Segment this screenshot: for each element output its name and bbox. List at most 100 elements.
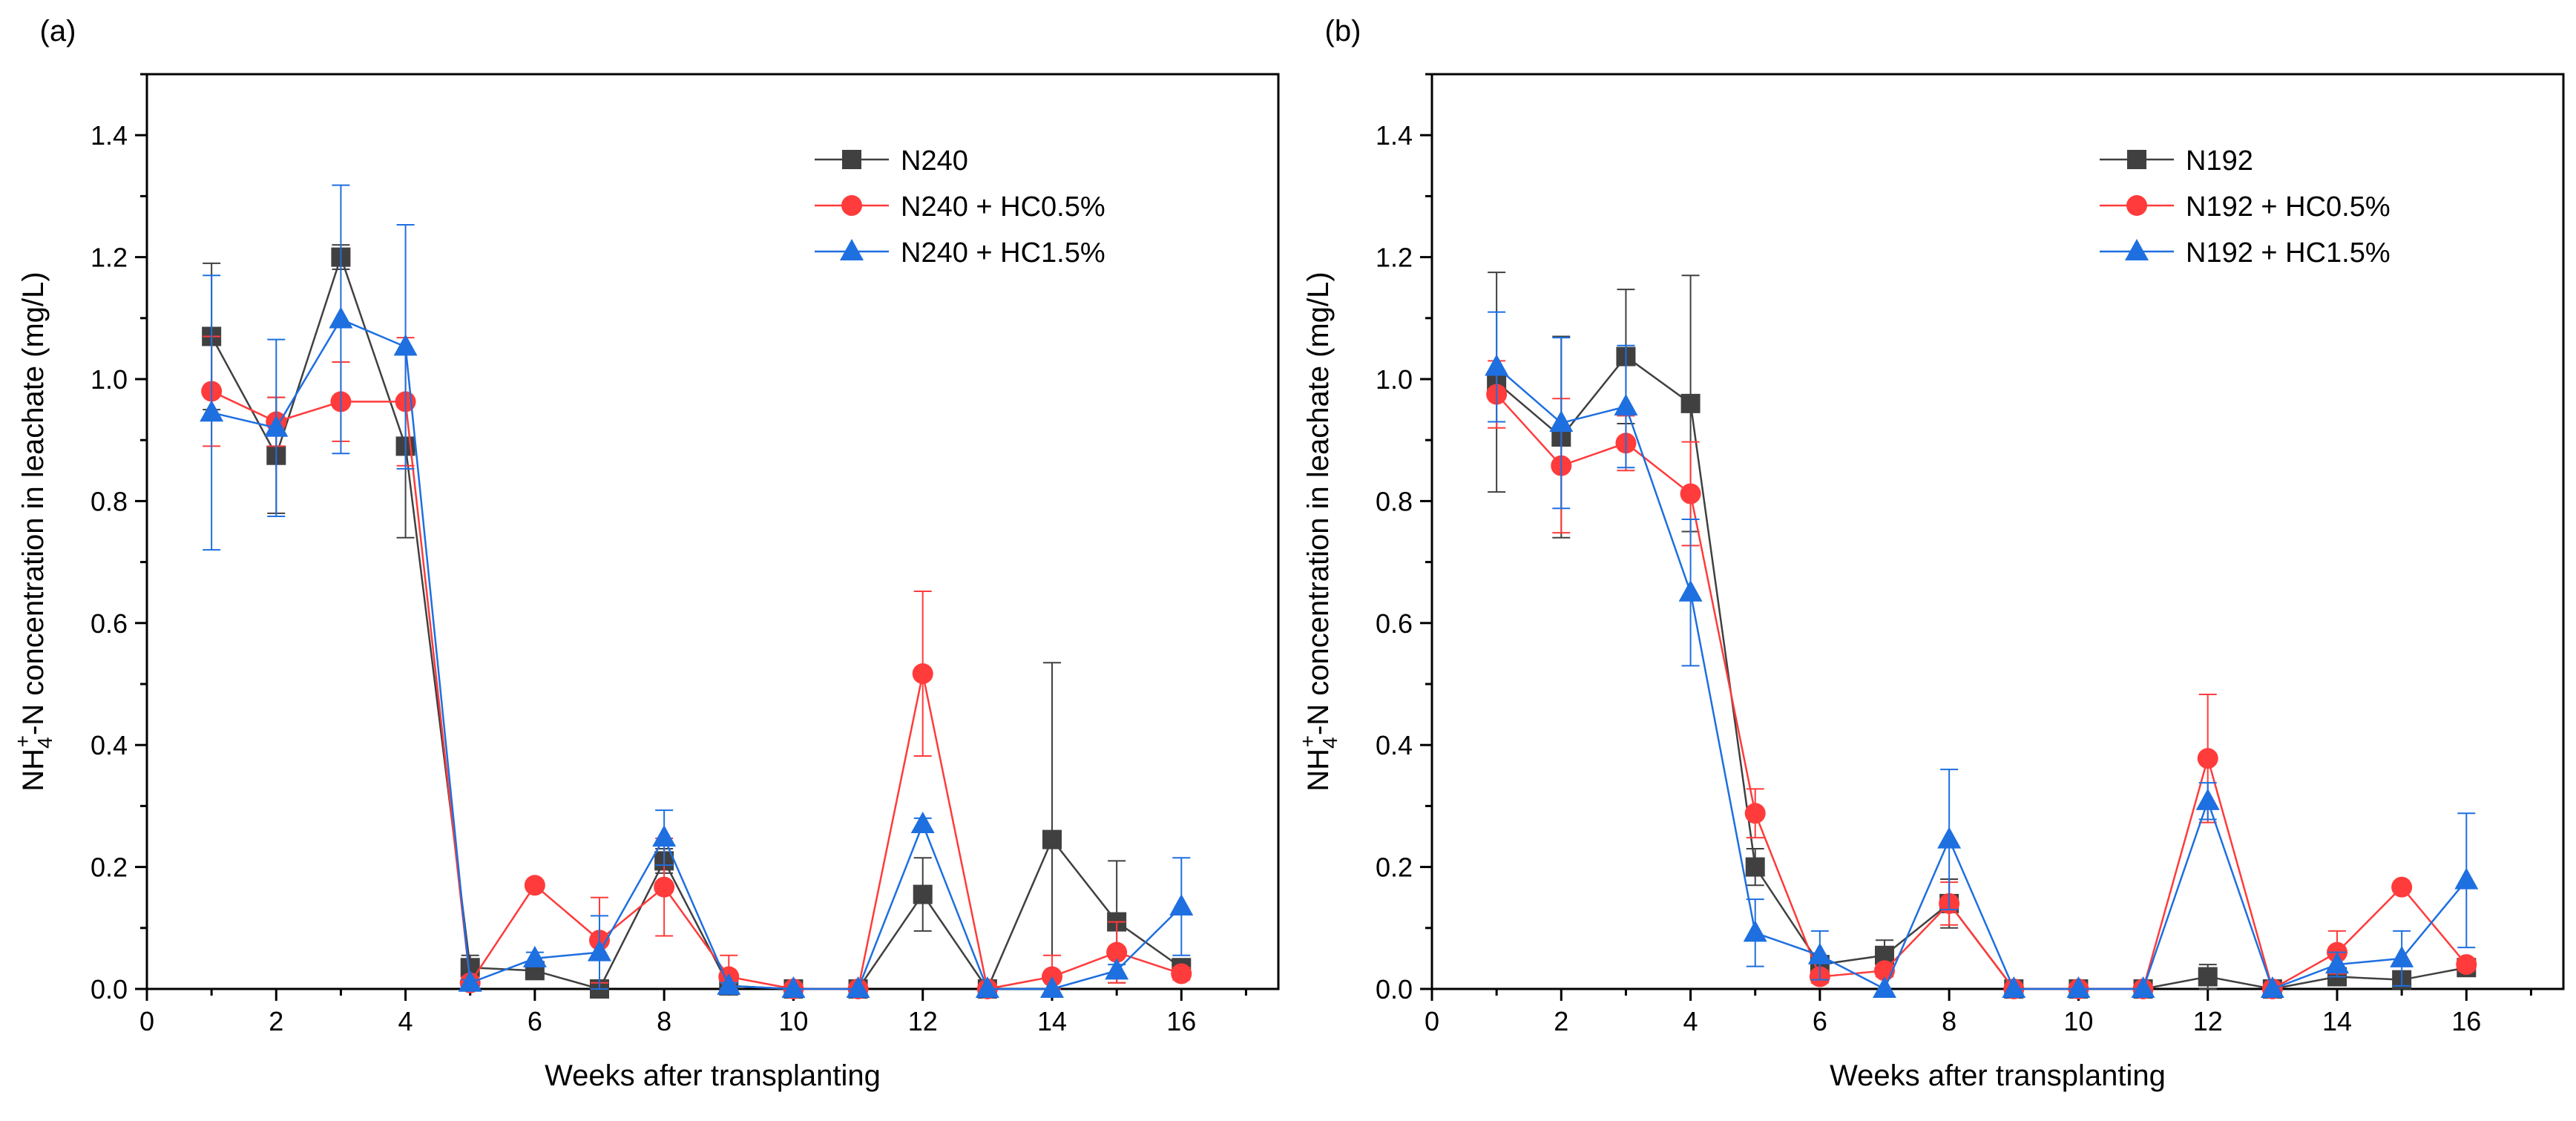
data-point — [1873, 976, 1896, 998]
data-point — [717, 973, 741, 995]
data-point — [2454, 867, 2479, 890]
plot-frame — [145, 73, 1280, 990]
y-axis-title-rest: -N concentration in leachate (mg/L) — [1302, 272, 1335, 735]
x-tick-label: 16 — [1166, 1006, 1196, 1036]
plot-frame — [1430, 73, 2565, 990]
x-tick-label: 2 — [269, 1006, 283, 1036]
legend-label: N240 + HC1.5% — [901, 237, 1105, 269]
legend-marker — [2126, 195, 2147, 216]
legend-marker — [2125, 239, 2149, 260]
data-point — [2260, 976, 2284, 998]
y-axis-title-superscript: + — [11, 735, 34, 747]
data-point — [1745, 857, 1765, 877]
data-point — [329, 306, 353, 329]
legend-marker — [842, 150, 861, 169]
y-axis-title-superscript: + — [1296, 735, 1319, 747]
y-tick-label: 0.0 — [91, 974, 128, 1005]
data-point — [1106, 941, 1128, 963]
x-tick-label: 14 — [1037, 1006, 1067, 1036]
panel-b: (b) 0 2 4 6 8 10 12 14 16 0.0 0.2 0.4 0.6 0.8 1.0 1.2 1.4… — [1296, 15, 2565, 1092]
y-tick-label: 0.6 — [91, 608, 128, 639]
y-tick-label: 0.2 — [91, 852, 128, 883]
data-point — [1937, 826, 1962, 849]
legend-label: N192 — [2186, 145, 2253, 177]
y-tick-label: 0.4 — [91, 730, 128, 760]
data-point — [1169, 894, 1194, 916]
data-point — [652, 825, 677, 847]
data-point — [2456, 954, 2477, 976]
data-point — [2197, 748, 2218, 769]
x-tick-label: 10 — [778, 1006, 808, 1036]
data-point — [2391, 876, 2413, 898]
x-tick-label: 0 — [1425, 1006, 1439, 1036]
data-point — [2198, 967, 2218, 987]
data-point — [910, 812, 935, 834]
y-tick-label: 1.4 — [91, 120, 128, 151]
x-tick-label: 12 — [2193, 1006, 2223, 1036]
panel-label: (b) — [1325, 15, 1361, 47]
y-tick-label: 1.0 — [1376, 364, 1413, 395]
x-tick-label: 10 — [2063, 1006, 2093, 1036]
data-point — [524, 875, 545, 896]
series-0 — [1487, 272, 2477, 999]
data-point — [1743, 920, 1767, 942]
series-line — [211, 254, 1183, 991]
data-point — [1807, 942, 1832, 964]
x-tick-label: 4 — [1683, 1006, 1698, 1036]
data-point — [975, 976, 999, 998]
y-tick-label: 1.4 — [1376, 120, 1413, 151]
y-axis-title: NH4+-N concentration in leachate (mg/L) — [11, 272, 56, 791]
y-axis-title-subscript: 4 — [33, 737, 56, 749]
data-point — [913, 884, 933, 904]
data-point — [781, 976, 806, 998]
legend-label: N192 + HC0.5% — [2186, 191, 2391, 223]
x-tick-label: 0 — [139, 1006, 154, 1036]
data-point — [1744, 803, 1766, 824]
series-1 — [1486, 360, 2477, 999]
data-point — [1040, 976, 1064, 998]
data-point — [1549, 410, 1574, 433]
data-point — [1678, 579, 1703, 602]
y-axis-title-part: NH — [17, 749, 50, 792]
data-point — [2390, 945, 2414, 967]
y-tick-label: 1.0 — [91, 364, 128, 395]
x-tick-label: 8 — [1942, 1006, 1956, 1036]
data-point — [1042, 829, 1062, 849]
x-tick-label: 12 — [908, 1006, 938, 1036]
data-point — [2325, 952, 2349, 974]
x-axis-title: Weeks after transplanting — [545, 1059, 881, 1092]
data-point — [1485, 354, 1509, 376]
y-axis-title: NH4+-N concentration in leachate (mg/L) — [1296, 272, 1341, 791]
legend-label: N240 + HC0.5% — [901, 191, 1105, 223]
y-tick-label: 1.2 — [91, 243, 128, 273]
y-axis-title-part: NH — [1302, 749, 1335, 792]
y-axis-title-subscript: 4 — [1318, 737, 1341, 749]
series-0 — [202, 244, 1192, 999]
data-point — [912, 663, 933, 685]
series-line — [1496, 393, 2468, 990]
y-axis-title-rest: -N concentration in leachate (mg/L) — [17, 272, 50, 735]
data-point — [393, 334, 418, 356]
data-point — [2131, 976, 2155, 998]
data-point — [588, 939, 611, 961]
legend-marker — [2127, 150, 2146, 169]
x-tick-label: 8 — [657, 1006, 671, 1036]
data-point — [522, 945, 547, 967]
data-point — [2195, 788, 2220, 810]
x-tick-label: 4 — [398, 1006, 413, 1036]
series-line — [211, 390, 1182, 990]
x-tick-label: 6 — [1813, 1006, 1827, 1036]
data-point — [1614, 393, 1638, 415]
y-tick-label: 0.8 — [1376, 486, 1413, 516]
data-point — [2002, 976, 2026, 998]
legend-label: N192 + HC1.5% — [2186, 237, 2391, 269]
data-point — [2066, 976, 2091, 998]
series-line — [1496, 366, 2468, 990]
legend-marker — [841, 195, 862, 216]
x-axis-title: Weeks after transplanting — [1830, 1059, 2166, 1092]
data-point — [846, 976, 870, 998]
y-tick-label: 0.0 — [1376, 974, 1413, 1005]
x-tick-label: 2 — [1554, 1006, 1568, 1036]
y-tick-label: 0.2 — [1376, 852, 1413, 883]
